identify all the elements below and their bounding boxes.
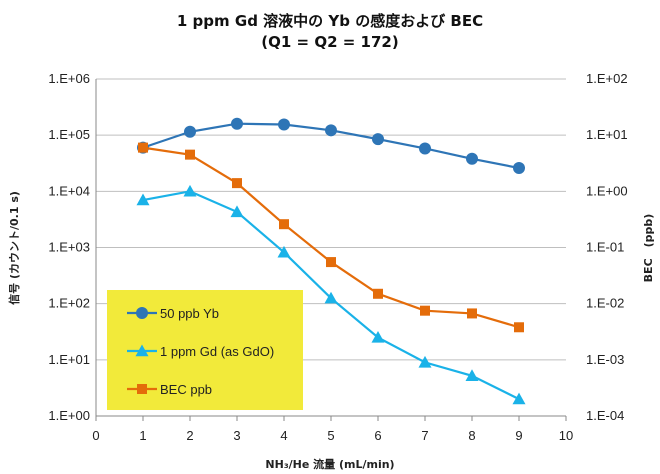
series-3	[138, 142, 524, 333]
point-marker	[513, 162, 525, 175]
point-marker	[184, 125, 196, 138]
x-tick-label: 2	[186, 428, 193, 443]
point-marker	[514, 322, 524, 333]
legend: 50 ppb Yb 1 ppm Gd (as GdO) BEC ppb	[107, 290, 303, 410]
y-axis-title-left: 信号 (カウント/0.1 s)	[7, 191, 21, 305]
legend-label: BEC ppb	[160, 382, 212, 397]
legend-item: 1 ppm Gd (as GdO)	[127, 344, 274, 359]
y-tick-label-left: 1.E+03	[48, 240, 90, 255]
x-tick-label: 3	[233, 428, 240, 443]
y-tick-label-left: 1.E+06	[48, 71, 90, 86]
point-marker	[371, 330, 385, 343]
y-tick-label-right: 1.E-04	[586, 408, 624, 423]
x-axis-title: NH₃/He 流量 (mL/min)	[265, 457, 394, 471]
axes	[95, 79, 567, 421]
point-marker	[466, 152, 478, 165]
y-tick-label-right: 1.E-03	[586, 352, 624, 367]
point-marker	[467, 308, 477, 319]
x-tick-label: 6	[374, 428, 381, 443]
point-marker	[324, 291, 338, 304]
point-marker	[418, 355, 432, 368]
y-tick-label-right: 1.E-02	[586, 296, 624, 311]
chart-title-group: 1 ppm Gd 溶液中の Yb の感度および BEC (Q1 = Q2 = 1…	[177, 12, 483, 51]
point-marker	[465, 369, 479, 381]
point-marker	[138, 142, 148, 153]
y-tick-label-left: 1.E+00	[48, 408, 90, 423]
legend-label: 50 ppb Yb	[160, 306, 219, 321]
x-tick-label: 5	[327, 428, 334, 443]
tick-labels: 1.E+00 1.E-04 1.E+01 1.E-03 1.E+02 1.E-02 1.E+…	[48, 71, 627, 443]
y-tick-label-left: 1.E+04	[48, 183, 90, 198]
point-marker	[373, 288, 383, 299]
point-marker	[183, 184, 197, 197]
y-tick-label-left: 1.E+01	[48, 352, 90, 367]
y-tick-label-right: 1.E+00	[586, 183, 628, 198]
x-tick-label: 7	[421, 428, 428, 443]
legend-item: BEC ppb	[127, 382, 212, 397]
y-tick-label-left: 1.E+02	[48, 296, 90, 311]
x-tick-label: 10	[559, 428, 573, 443]
point-marker	[232, 178, 242, 189]
point-marker	[512, 392, 526, 405]
x-tick-label: 4	[280, 428, 287, 443]
x-tick-label: 9	[515, 428, 522, 443]
series-1	[137, 117, 525, 175]
point-marker	[137, 384, 147, 394]
point-marker	[372, 133, 384, 146]
legend-item: 50 ppb Yb	[127, 306, 219, 321]
x-tick-label: 8	[468, 428, 475, 443]
point-marker	[231, 117, 243, 130]
chart-subtitle: (Q1 = Q2 = 172)	[261, 33, 398, 51]
point-marker	[277, 245, 291, 258]
point-marker	[230, 205, 244, 218]
point-marker	[326, 257, 336, 268]
y-tick-label-right: 1.E+02	[586, 71, 628, 86]
point-marker	[185, 149, 195, 160]
legend-label: 1 ppm Gd (as GdO)	[160, 344, 274, 359]
y-tick-label-left: 1.E+05	[48, 127, 90, 142]
point-marker	[325, 124, 337, 137]
point-marker	[136, 193, 150, 206]
series-layer	[136, 117, 526, 405]
y-tick-label-right: 1.E+01	[586, 127, 628, 142]
series-2	[136, 184, 526, 405]
x-tick-label: 1	[139, 428, 146, 443]
y-tick-label-right: 1.E-01	[586, 240, 624, 255]
x-tick-label: 0	[92, 428, 99, 443]
point-marker	[279, 219, 289, 230]
y-axis-title-right: BEC (ppb)	[642, 214, 655, 283]
point-marker	[136, 307, 148, 319]
point-marker	[135, 344, 149, 357]
chart-title: 1 ppm Gd 溶液中の Yb の感度および BEC	[177, 12, 483, 30]
point-marker	[278, 118, 290, 131]
point-marker	[420, 305, 430, 316]
point-marker	[419, 142, 431, 155]
